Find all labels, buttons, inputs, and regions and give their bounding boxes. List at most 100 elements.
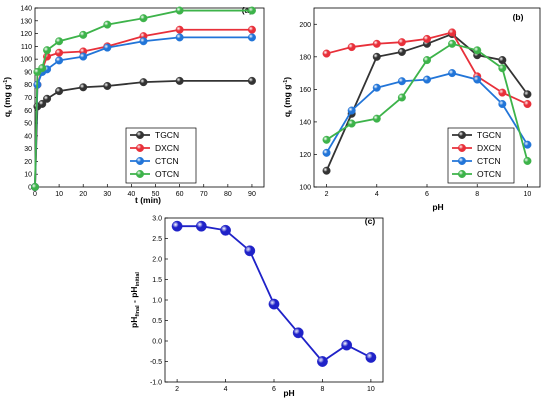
legend-swatch-marker <box>135 143 144 152</box>
data-point <box>365 351 377 363</box>
data-point <box>247 25 256 34</box>
y-tick-label: 0.0 <box>152 339 162 346</box>
y-tick-label: 70 <box>24 95 32 102</box>
panel-label: (c) <box>365 216 376 226</box>
y-tick-label: 0 <box>28 185 32 192</box>
data-point <box>473 46 482 55</box>
data-point <box>139 78 148 87</box>
data-point <box>55 87 64 96</box>
y-axis-title-unit: (mg g <box>282 85 292 111</box>
data-point <box>103 81 112 90</box>
y-axis-title: qt (mg g-1) <box>282 77 294 117</box>
y-axis-title-close: ) <box>282 77 292 80</box>
x-tick-label: 10 <box>524 191 532 198</box>
x-tick-label: 70 <box>200 191 208 198</box>
y-tick-label: 40 <box>24 133 32 140</box>
data-point <box>103 43 112 52</box>
y-axis-title-main: q <box>282 112 292 117</box>
data-point <box>397 77 406 86</box>
y-axis-title: qt (mg g-1) <box>2 77 14 117</box>
data-point <box>38 64 47 73</box>
legend-swatch-marker <box>458 156 467 165</box>
y-axis-title-unit: (mg g <box>2 85 12 111</box>
legend-swatch-marker <box>458 130 467 139</box>
series-tgcn <box>322 30 532 175</box>
x-axis-title: t (min) <box>135 195 161 205</box>
x-axis-title: pH <box>432 202 443 212</box>
legend-label: CTCN <box>477 156 501 166</box>
x-tick-label: 8 <box>475 191 479 198</box>
series-line <box>177 225 372 363</box>
data-point <box>347 119 356 128</box>
legend-swatch-marker <box>458 143 467 152</box>
data-point <box>103 20 112 29</box>
y-tick-label: 10 <box>24 172 32 179</box>
legend-item: CTCN <box>130 156 179 166</box>
data-point <box>523 90 532 99</box>
y-tick-label: 100 <box>299 185 311 192</box>
data-point <box>322 166 331 175</box>
data-point <box>347 43 356 52</box>
y-axis-title-subscript2: initial <box>135 272 141 287</box>
x-tick-label: 90 <box>248 191 256 198</box>
x-tick-label: 50 <box>152 191 160 198</box>
x-tick-label: 8 <box>320 386 324 393</box>
data-point <box>43 94 52 103</box>
panel-a: 0 10 20 30 40 50 60 70 80 90 0 10 20 30 40 50 60 70 80 90 10… <box>2 5 265 205</box>
data-point <box>247 76 256 85</box>
data-point <box>220 224 231 236</box>
y-tick-label: 180 <box>299 54 311 61</box>
y-tick-label: 140 <box>299 119 311 126</box>
y-tick-label: 1.0 <box>152 298 162 305</box>
data-point <box>372 52 381 61</box>
legend-item: OTCN <box>130 169 179 179</box>
legend-label: TGCN <box>155 130 179 140</box>
y-tick-label: 2.0 <box>152 257 162 264</box>
data-point <box>372 114 381 123</box>
y-tick-label: -0.5 <box>150 359 162 366</box>
legend-swatch-marker <box>135 130 144 139</box>
y-axis-title-main: q <box>2 112 12 117</box>
data-point <box>322 148 331 157</box>
y-tick-label: 100 <box>20 57 32 64</box>
x-tick-label: 4 <box>224 386 228 393</box>
x-tick-label: 40 <box>128 191 136 198</box>
x-tick-label: 0 <box>33 191 37 198</box>
data-point <box>292 327 304 339</box>
panel-b: 2 4 6 8 10 100 120 140 160 180 200 pH qt (mg g-1) (b)… <box>282 7 541 212</box>
y-axis-title: pHfinal - pHinitial <box>129 272 141 328</box>
y-tick-label: 80 <box>24 82 32 89</box>
legend: TGCN DXCN CTCN OTCN <box>125 127 197 184</box>
data-point <box>322 135 331 144</box>
x-axis-title: pH <box>283 388 294 398</box>
data-point <box>372 39 381 48</box>
data-point <box>79 52 88 61</box>
data-point <box>247 33 256 42</box>
data-point <box>397 38 406 47</box>
data-point <box>55 56 64 65</box>
data-point <box>43 46 52 55</box>
data-point <box>523 100 532 109</box>
data-point <box>347 106 356 115</box>
series-otcn <box>322 39 532 165</box>
legend-item: DXCN <box>130 143 179 153</box>
legend-label: OTCN <box>477 169 501 179</box>
data-point <box>523 156 532 165</box>
data-point <box>317 356 328 367</box>
series-otcn <box>31 6 256 191</box>
x-tick-label: 6 <box>272 386 276 393</box>
x-tick-label: 30 <box>103 191 111 198</box>
data-point <box>322 49 331 58</box>
data-point <box>139 14 148 23</box>
y-tick-label: 90 <box>24 69 32 76</box>
x-tick-label: 4 <box>375 191 379 198</box>
data-point <box>55 48 64 57</box>
data-point <box>244 245 256 257</box>
data-point <box>448 69 457 78</box>
data-point <box>268 298 280 310</box>
data-point <box>448 28 457 37</box>
data-point <box>55 37 64 46</box>
y-tick-label: 20 <box>24 159 32 166</box>
panel-label: (b) <box>513 12 524 22</box>
data-point <box>473 75 482 84</box>
